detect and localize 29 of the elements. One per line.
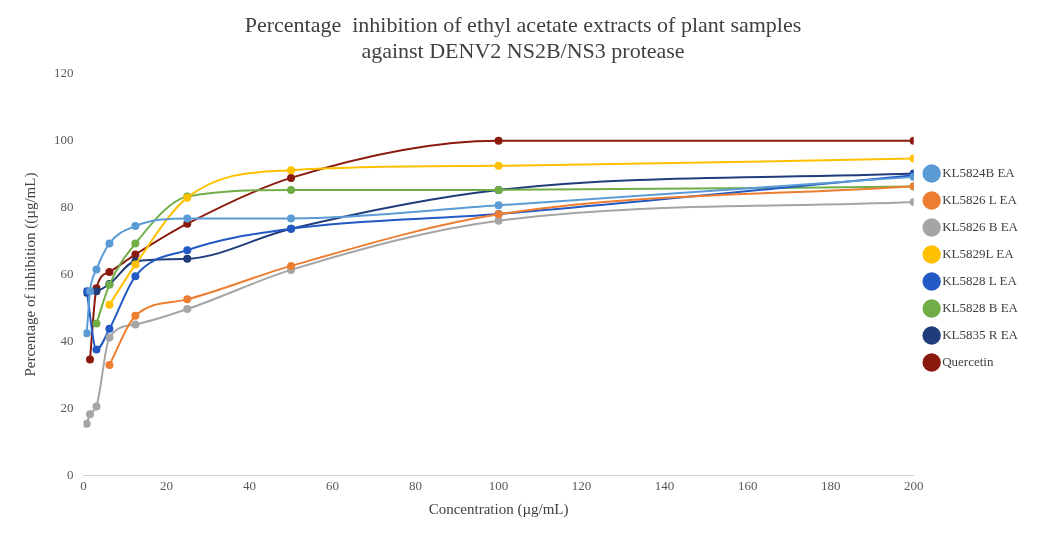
legend-label: KL5826 L EA (942, 191, 1018, 207)
x-tick-label: 0 (80, 477, 87, 493)
legend-label: KL5835 R EA (942, 326, 1019, 342)
y-tick-label: 120 (54, 65, 74, 81)
legend-label: KL5826 B EA (942, 218, 1019, 234)
x-tick-label: 180 (820, 477, 841, 493)
y-tick-label: 20 (60, 399, 74, 415)
legend-label: KL5824B EA (942, 164, 1016, 180)
y-tick-label: 40 (60, 332, 74, 348)
x-tick-label: 120 (571, 477, 592, 493)
x-tick-label: 60 (326, 477, 340, 493)
x-tick-label: 160 (737, 477, 758, 493)
y-tick-label: 80 (60, 199, 74, 215)
legend-label: Quercetin (942, 353, 994, 369)
x-tick-label: 100 (488, 477, 509, 493)
y-axis-title: Percentage of inhibition ((µg/mL) (21, 172, 39, 377)
x-tick-label: 20 (160, 477, 174, 493)
x-tick-label: 140 (654, 477, 675, 493)
legend-label: KL5828 B EA (942, 299, 1019, 315)
x-tick-label: 200 (903, 477, 924, 493)
x-tick-label: 80 (409, 477, 423, 493)
y-tick-label: 0 (67, 466, 74, 482)
legend-label: KL5829L EA (942, 245, 1015, 261)
x-tick-label: 40 (243, 477, 257, 493)
x-axis-title: Concentration (µg/mL) (428, 500, 569, 518)
chart-title: Percentage inhibition of ethyl acetate extracts of plant samples against DENV2 NS2B/NS3 protease (244, 11, 802, 64)
y-tick-label: 100 (54, 132, 74, 148)
y-tick-label: 60 (60, 266, 74, 282)
legend-label: KL5828 L EA (942, 272, 1018, 288)
